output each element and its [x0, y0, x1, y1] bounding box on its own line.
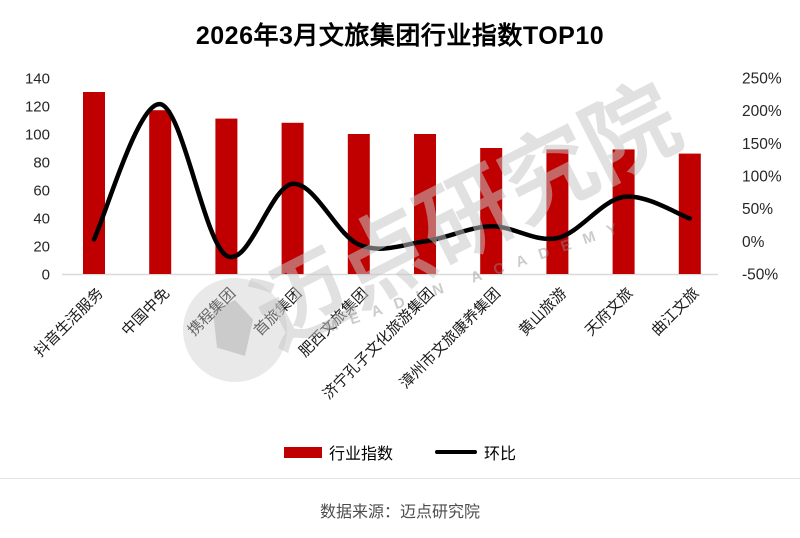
bar-黄山旅游 — [546, 149, 569, 274]
legend-bar-label: 行业指数 — [328, 446, 393, 463]
left-axis-tick: 0 — [42, 267, 50, 284]
left-axis-tick: 100 — [25, 127, 50, 144]
right-axis-tick: 150% — [742, 136, 782, 153]
legend-line-label: 环比 — [484, 446, 517, 463]
x-category-label: 抖音生活服务 — [31, 285, 107, 361]
bar-首旅集团 — [281, 122, 304, 274]
combo-chart-canvas: 0 20 40 60 80 100 120 140 -50% 0% 50% 100% 150% 200% 2… — [25, 71, 782, 403]
right-axis-tick: 0% — [742, 234, 765, 251]
right-axis-tick: 200% — [742, 103, 782, 120]
x-category-label: 天府文旅 — [582, 285, 636, 339]
bar-济宁孔子文化旅游集团 — [414, 134, 436, 274]
left-axis-tick: 20 — [33, 239, 50, 256]
legend-item-industry-index: 行业指数 — [283, 440, 393, 464]
x-category-label: 携程集团 — [185, 285, 239, 339]
data-source: 数据来源：迈点研究院 — [319, 504, 480, 521]
left-axis-tick: 60 — [33, 183, 50, 200]
bar-肥西文旅集团 — [347, 134, 370, 274]
right-axis-tick: -50% — [742, 267, 778, 284]
bar-series-swatch — [283, 446, 322, 458]
bar-曲江文旅 — [678, 153, 701, 274]
left-axis-tick: 40 — [33, 211, 50, 228]
legend-item-mom-change: 环比 — [435, 440, 516, 464]
footer-divider — [0, 478, 800, 479]
right-axis-tick: 250% — [742, 71, 782, 88]
chart-title: 2026年3月文旅集团行业指数TOP10 — [195, 22, 605, 50]
left-axis-tick: 80 — [33, 155, 50, 172]
bar-天府文旅 — [612, 149, 635, 274]
bar-漳州市文旅康养集团 — [480, 148, 503, 274]
right-axis-tick: 100% — [742, 169, 782, 186]
left-axis-tick: 140 — [25, 71, 50, 88]
line-series-swatch — [435, 450, 477, 454]
bar-携程集团 — [215, 118, 238, 274]
chart-legend: 行业指数 环比 — [0, 440, 800, 464]
bar-中国中免 — [149, 110, 172, 274]
left-axis-tick: 120 — [25, 99, 50, 116]
x-category-label: 中国中免 — [119, 285, 173, 339]
mom-change-line — [91, 101, 693, 260]
bar-抖音生活服务 — [83, 92, 105, 274]
x-category-label: 曲江文旅 — [648, 285, 702, 339]
x-category-label: 黄山旅游 — [516, 285, 570, 339]
x-category-label: 济宁孔子文化旅游集团 — [320, 285, 438, 403]
right-axis-tick: 50% — [742, 201, 773, 218]
x-category-label: 首旅集团 — [251, 285, 305, 339]
